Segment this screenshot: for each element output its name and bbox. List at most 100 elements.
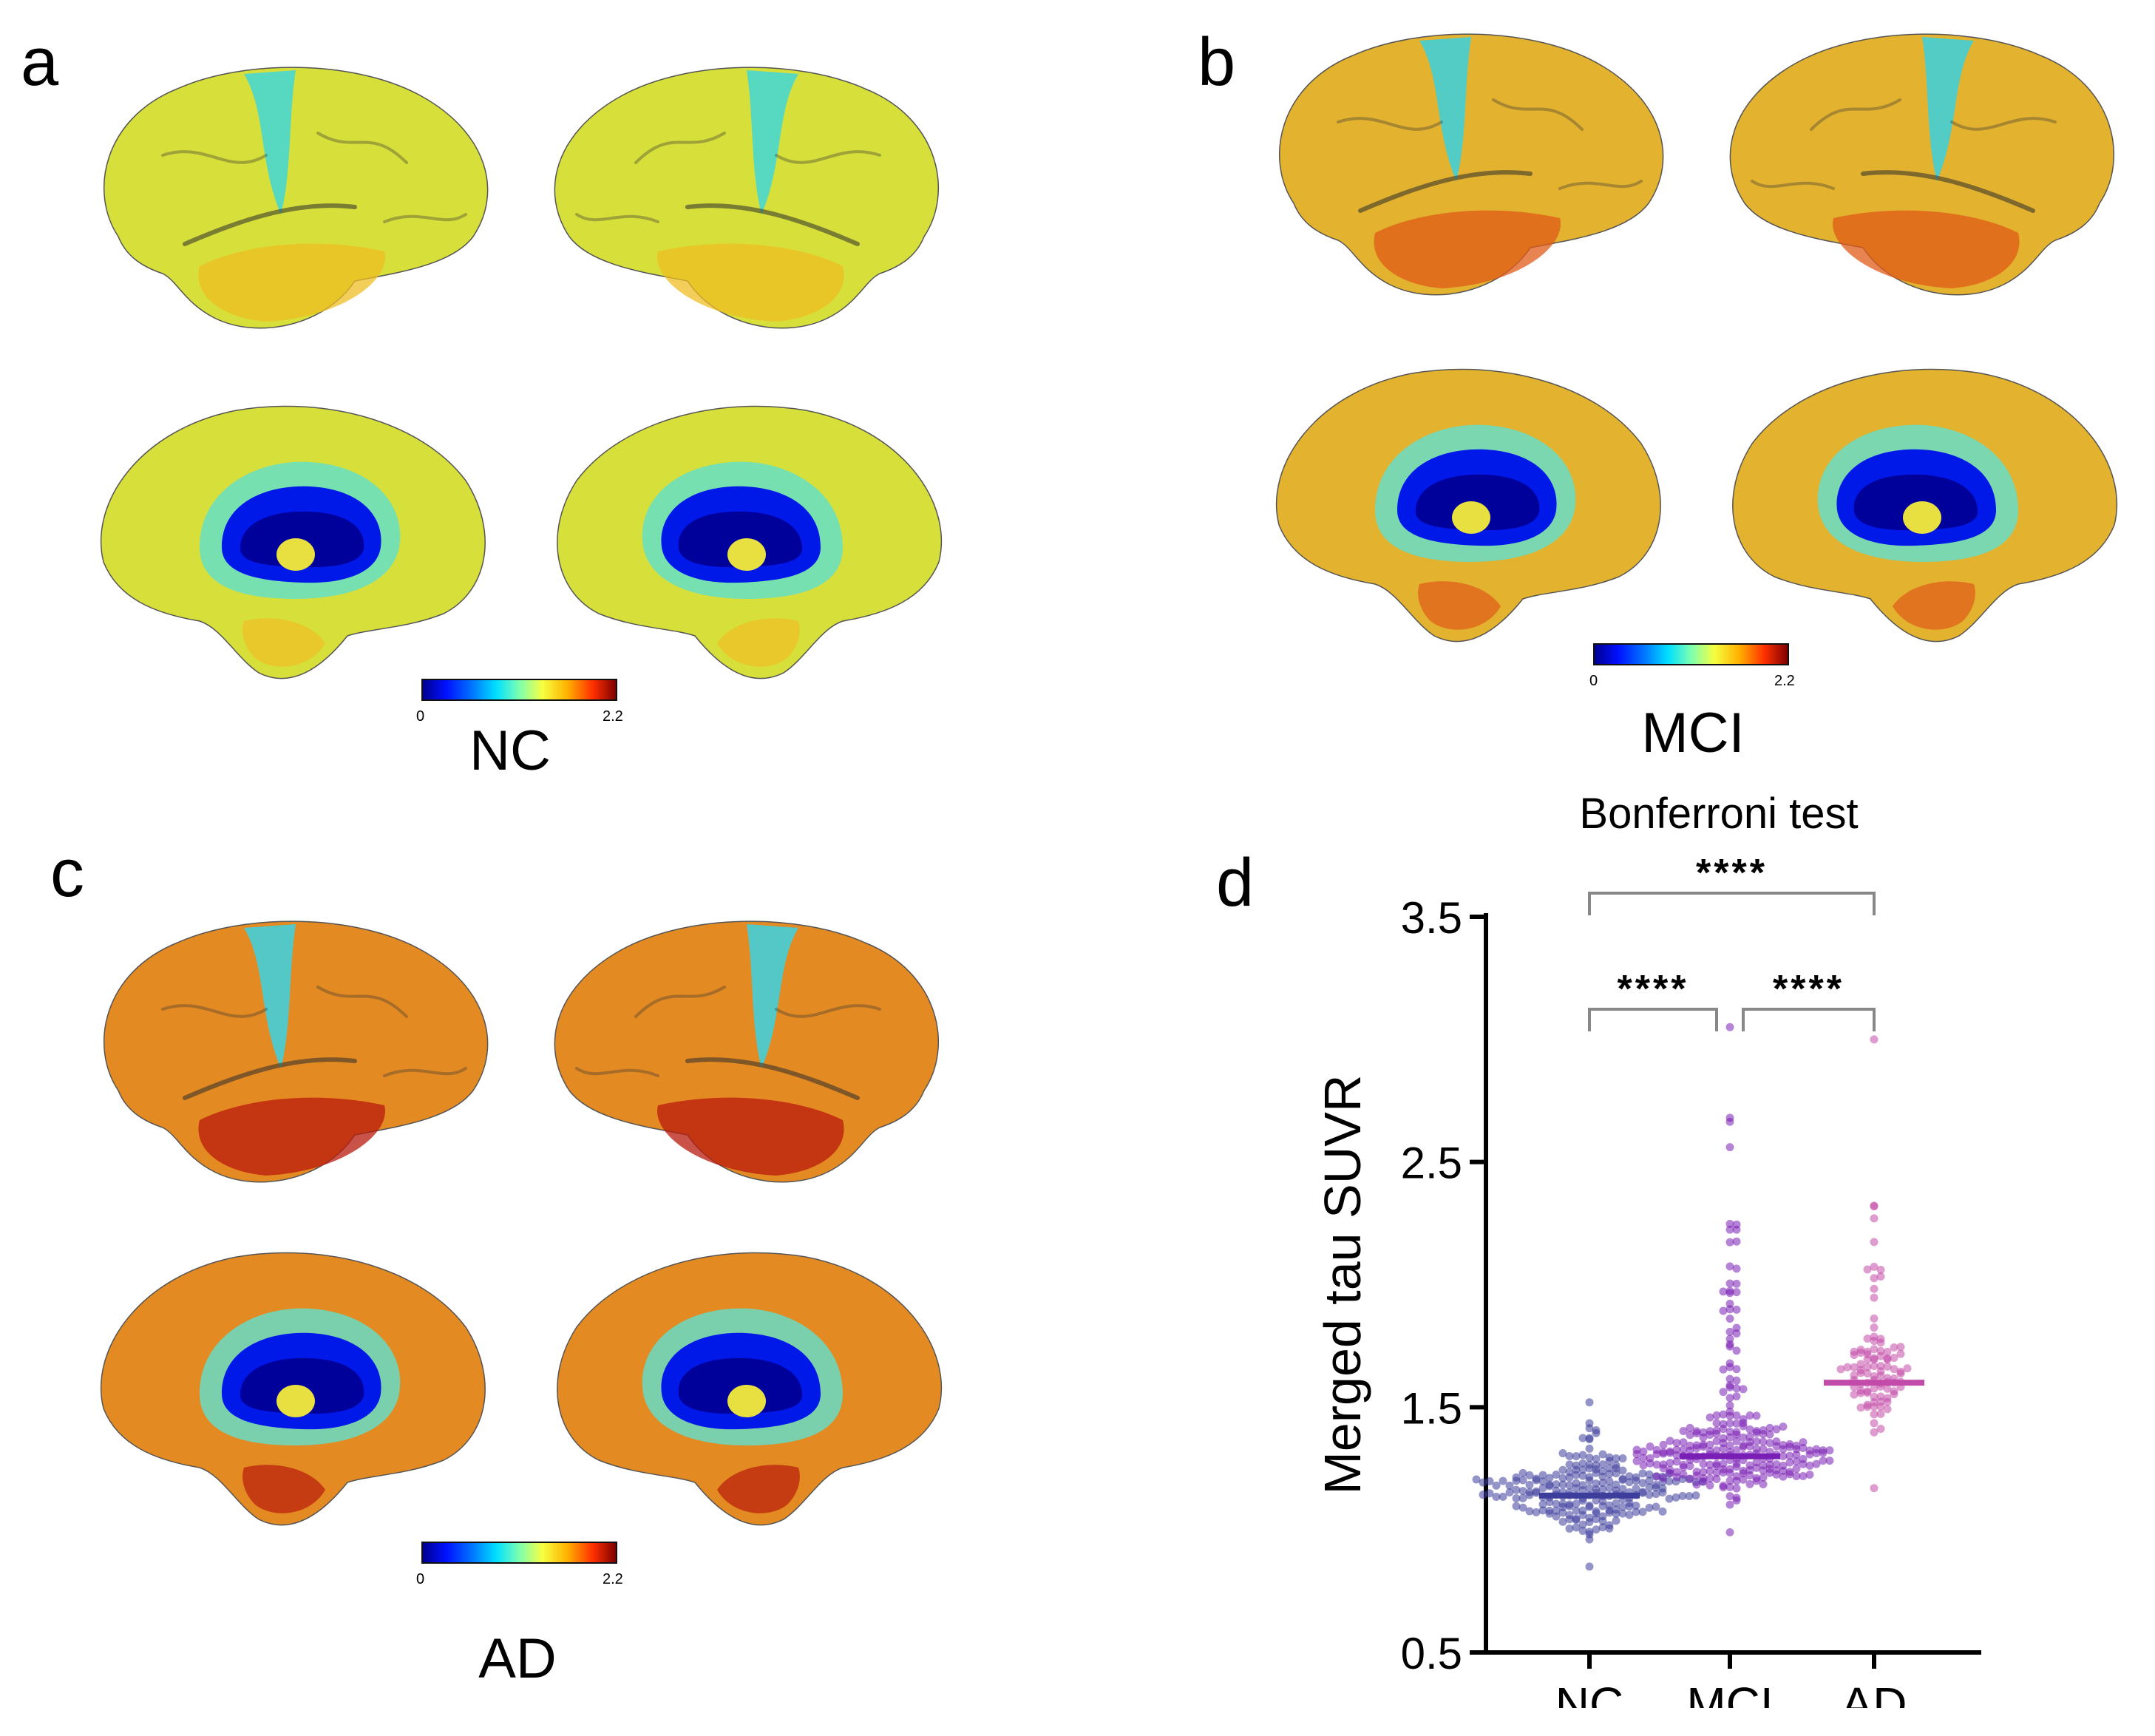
- data-point: [1725, 1500, 1734, 1509]
- data-point: [1552, 1480, 1561, 1489]
- data-point: [1725, 1476, 1734, 1485]
- data-point: [1572, 1461, 1581, 1470]
- data-point: [1565, 1468, 1574, 1476]
- data-point: [1876, 1346, 1885, 1355]
- data-point: [1578, 1459, 1587, 1468]
- data-point: [1572, 1506, 1581, 1515]
- data-point: [1585, 1473, 1594, 1482]
- data-point: [1725, 1262, 1734, 1271]
- data-point: [1725, 1342, 1734, 1351]
- data-point: [1785, 1451, 1794, 1460]
- data-point: [1652, 1450, 1661, 1459]
- data-point: [1652, 1460, 1661, 1469]
- colorbar-max-label: 2.2: [1774, 673, 1795, 689]
- data-point: [1618, 1466, 1627, 1475]
- data-point: [1706, 1474, 1714, 1483]
- x-tick-label: MCI: [1686, 1678, 1773, 1708]
- colorbar-max-label: 2.2: [603, 708, 623, 725]
- data-point: [1772, 1466, 1781, 1475]
- data-point: [1732, 1288, 1741, 1297]
- significance-bracket: [1588, 892, 1876, 915]
- data-point: [1779, 1452, 1788, 1461]
- data-point: [1856, 1360, 1865, 1369]
- data-point: [1799, 1444, 1808, 1453]
- significance-bracket: [1588, 1008, 1718, 1031]
- data-point: [1512, 1473, 1521, 1482]
- data-point: [1538, 1471, 1547, 1479]
- data-point: [1725, 1441, 1734, 1450]
- data-point: [1558, 1508, 1567, 1517]
- data-point: [1896, 1369, 1905, 1378]
- colorbar-min-label: 0: [416, 1571, 425, 1587]
- data-point: [1505, 1488, 1514, 1497]
- data-point: [1883, 1405, 1892, 1414]
- data-point: [1792, 1457, 1801, 1466]
- data-point: [1672, 1457, 1681, 1466]
- data-point: [1732, 1476, 1741, 1485]
- data-point: [1598, 1460, 1607, 1469]
- y-tick-label: 2.5: [1401, 1139, 1462, 1188]
- data-point: [1732, 1225, 1741, 1234]
- brain-medial-right: [557, 405, 943, 679]
- data-point: [1752, 1463, 1761, 1472]
- data-point: [1870, 1392, 1879, 1401]
- data-point: [1612, 1509, 1621, 1518]
- data-point: [1538, 1484, 1547, 1493]
- data-point: [1592, 1465, 1601, 1474]
- data-point: [1725, 1299, 1734, 1308]
- data-point: [1725, 1465, 1734, 1474]
- data-point: [1686, 1462, 1694, 1471]
- data-point: [1863, 1403, 1872, 1411]
- data-point: [1772, 1459, 1781, 1468]
- data-point: [1532, 1487, 1541, 1496]
- data-point: [1598, 1450, 1607, 1459]
- data-point: [1545, 1482, 1554, 1491]
- data-point: [1792, 1450, 1801, 1459]
- group-label-nc: NC: [469, 719, 551, 782]
- data-point: [1870, 1384, 1879, 1393]
- data-point: [1765, 1430, 1774, 1439]
- data-point: [1870, 1214, 1879, 1223]
- data-point: [1752, 1437, 1761, 1446]
- data-point: [1572, 1523, 1581, 1532]
- data-point: [1725, 1492, 1734, 1501]
- data-point: [1739, 1475, 1748, 1484]
- brain-medial-right: [557, 1252, 943, 1526]
- data-point: [1645, 1483, 1654, 1492]
- data-point: [1552, 1470, 1561, 1479]
- data-point: [1876, 1392, 1885, 1401]
- data-point: [1870, 1345, 1879, 1354]
- data-point: [1732, 1365, 1741, 1374]
- data-point: [1725, 1117, 1734, 1126]
- sylvian-fissure: [1861, 170, 2035, 213]
- data-point: [1479, 1478, 1487, 1487]
- data-point: [1485, 1489, 1494, 1498]
- panel-label-b: b: [1198, 24, 1236, 100]
- sulcus: [575, 132, 881, 223]
- data-point: [1639, 1447, 1648, 1456]
- data-point: [1870, 1484, 1879, 1493]
- data-point: [1725, 1427, 1734, 1436]
- temporal-lobe: [1374, 210, 1561, 288]
- data-point: [1558, 1480, 1567, 1489]
- data-point: [1658, 1507, 1667, 1516]
- cortex-surface: [554, 67, 939, 329]
- data-point: [1719, 1483, 1728, 1492]
- sulcus: [161, 132, 467, 223]
- data-point: [1719, 1287, 1728, 1296]
- data-point: [1799, 1438, 1808, 1447]
- data-point: [1666, 1448, 1674, 1457]
- data-point: [1598, 1497, 1607, 1506]
- data-point: [1545, 1474, 1554, 1482]
- data-point: [1883, 1397, 1892, 1406]
- data-point: [1652, 1483, 1660, 1492]
- medial-temporal: [1418, 581, 1501, 630]
- data-point: [1752, 1476, 1761, 1485]
- data-point: [1585, 1484, 1594, 1493]
- data-point: [1752, 1427, 1761, 1436]
- data-point: [1732, 1419, 1741, 1428]
- data-point: [1686, 1423, 1694, 1432]
- panel-label-a: a: [21, 24, 59, 100]
- data-point: [1578, 1451, 1587, 1459]
- data-point: [1686, 1474, 1694, 1483]
